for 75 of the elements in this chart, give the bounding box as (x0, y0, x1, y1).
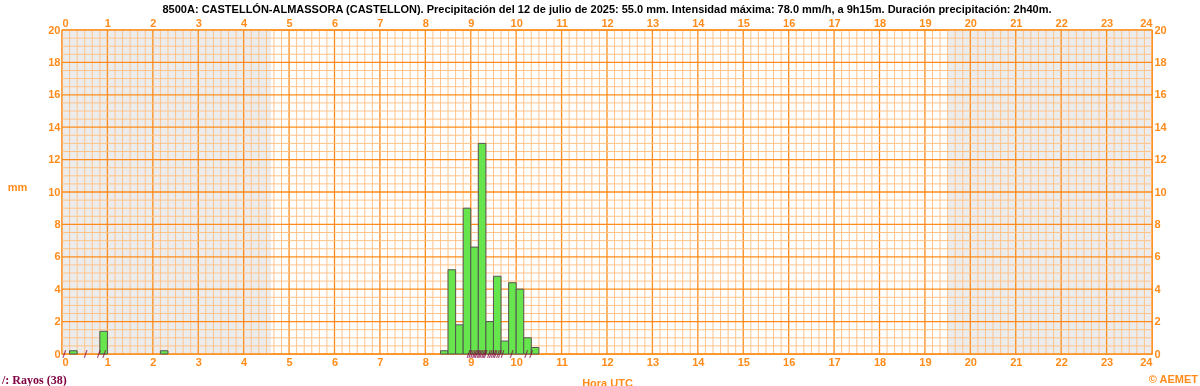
y2-tick-label: 16 (1154, 88, 1167, 101)
y2-tick-label: 4 (1154, 282, 1162, 295)
x2-tick-label: 19 (919, 16, 932, 29)
x-tick-label: 2 (150, 355, 157, 368)
y-tick-label: 10 (48, 185, 61, 198)
y-tick-label: 4 (54, 282, 62, 295)
x-tick-label: 6 (331, 355, 339, 368)
x2-tick-label: 12 (601, 16, 614, 29)
y-tick-label: 8 (54, 217, 61, 230)
x-tick-label: 3 (195, 355, 202, 368)
x-tick-label: 18 (873, 355, 887, 368)
x2-tick-label: 4 (241, 16, 249, 29)
y-tick-label: 2 (54, 315, 61, 328)
y-tick-label: 16 (48, 88, 61, 101)
text: © AEMET (1148, 373, 1199, 385)
x-axis-title: Hora UTC (582, 376, 633, 386)
y2-tick-label: 14 (1154, 120, 1168, 133)
x-tick-label: 10 (510, 355, 523, 368)
x2-tick-label: 18 (873, 16, 887, 29)
x2-tick-label: 1 (104, 16, 111, 29)
x-tick-label: 15 (737, 355, 750, 368)
x2-tick-label: 20 (964, 16, 977, 29)
x-tick-label: 1 (104, 355, 111, 368)
x2-tick-label: 3 (195, 16, 202, 29)
x2-tick-label: 10 (510, 16, 523, 29)
x-tick-label: 16 (783, 355, 796, 368)
series-label: /: Rayos (38) (1, 373, 67, 386)
x-tick-label: 4 (241, 355, 249, 368)
x2-tick-label: 11 (556, 16, 568, 29)
x2-tick-label: 13 (646, 16, 660, 29)
y2-tick-label: 6 (1154, 250, 1161, 263)
chart-title: 8500A: CASTELLÓN-ALMASSORA (CASTELLON). Precipitación del 12 de julio de 2025: 55.0 mm. Intensidad máxima: 78.0 mm/h, a 9h15m. Duración precipitación: 2h40m. (162, 3, 1052, 15)
x2-tick-label: 14 (692, 16, 706, 29)
x-tick-label: 21 (1010, 355, 1023, 368)
x2-tick-label: 7 (377, 16, 384, 29)
y2-tick-label: 18 (1154, 55, 1167, 68)
y-axis-title: mm (7, 180, 28, 193)
x2-tick-label: 23 (1100, 16, 1114, 29)
y2-tick-label: 2 (1154, 315, 1161, 328)
y-tick-label: 6 (54, 250, 61, 263)
y-tick-label: 18 (48, 55, 61, 68)
y-tick-label: 14 (48, 120, 62, 133)
x2-tick-label: 16 (783, 16, 796, 29)
y2-tick-label: 10 (1154, 185, 1167, 198)
y2-tick-label: 0 (1154, 347, 1161, 360)
x-tick-label: 14 (692, 355, 706, 368)
y2-tick-label: 20 (1154, 23, 1167, 36)
x-tick-label: 13 (646, 355, 660, 368)
x-tick-label: 7 (377, 355, 384, 368)
x2-tick-label: 5 (286, 16, 293, 29)
x-tick-label: 12 (601, 355, 614, 368)
x2-tick-label: 15 (737, 16, 750, 29)
x2-tick-label: 8 (422, 16, 429, 29)
x2-tick-label: 22 (1055, 16, 1068, 29)
x-tick-label: 8 (422, 355, 429, 368)
x-tick-label: 22 (1055, 355, 1068, 368)
x2-tick-label: 2 (150, 16, 157, 29)
x-tick-label: 20 (964, 355, 977, 368)
y2-tick-label: 8 (1154, 217, 1161, 230)
y2-tick-label: 12 (1154, 153, 1167, 166)
x-tick-label: 5 (286, 355, 293, 368)
x2-tick-label: 21 (1010, 16, 1023, 29)
y-tick-label: 12 (48, 153, 61, 166)
x-tick-label: 23 (1100, 355, 1114, 368)
y-tick-label: 20 (48, 23, 61, 36)
x-tick-label: 19 (919, 355, 932, 368)
x2-tick-label: 24 (1140, 16, 1154, 29)
x2-tick-label: 9 (468, 16, 475, 29)
y-tick-label: 0 (54, 347, 61, 360)
x-tick-label: 11 (556, 355, 568, 368)
x2-tick-label: 6 (331, 16, 339, 29)
x-tick-label: 24 (1140, 355, 1154, 368)
x-tick-label: 9 (468, 355, 475, 368)
x2-tick-label: 17 (828, 16, 841, 29)
x-tick-label: 17 (828, 355, 841, 368)
